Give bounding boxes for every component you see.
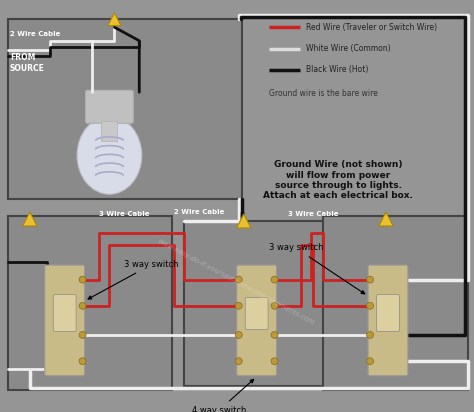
FancyBboxPatch shape — [368, 265, 408, 376]
Bar — [8, 19, 242, 199]
Text: 2 Wire Cable: 2 Wire Cable — [10, 31, 60, 37]
Circle shape — [366, 302, 374, 309]
FancyBboxPatch shape — [53, 295, 76, 332]
Text: 4 way switch: 4 way switch — [192, 379, 254, 412]
Polygon shape — [108, 13, 121, 26]
FancyBboxPatch shape — [85, 90, 133, 123]
Bar — [184, 221, 328, 386]
Circle shape — [79, 276, 86, 283]
Bar — [323, 215, 467, 390]
Circle shape — [235, 332, 242, 338]
Text: 3 Wire Cable: 3 Wire Cable — [289, 211, 339, 217]
Circle shape — [271, 302, 278, 309]
Text: 3 way switch: 3 way switch — [88, 260, 179, 299]
Text: 3 way switch: 3 way switch — [269, 243, 365, 294]
Circle shape — [271, 332, 278, 338]
Text: Red Wire (Traveler or Switch Wire): Red Wire (Traveler or Switch Wire) — [306, 23, 438, 32]
FancyBboxPatch shape — [376, 295, 400, 332]
Text: 3 Wire Cable: 3 Wire Cable — [100, 211, 150, 217]
Text: 2 Wire Cable: 2 Wire Cable — [174, 208, 225, 215]
FancyBboxPatch shape — [45, 265, 84, 376]
Text: www.easy-do-it-yourself-home-improvements.com: www.easy-do-it-yourself-home-improvement… — [156, 237, 315, 326]
Circle shape — [235, 276, 242, 283]
FancyBboxPatch shape — [245, 297, 268, 330]
Circle shape — [366, 358, 374, 365]
Circle shape — [79, 332, 86, 338]
Circle shape — [235, 302, 242, 309]
Text: Ground Wire (not shown)
will flow from power
source through to lights.
Attach at: Ground Wire (not shown) will flow from p… — [263, 160, 413, 200]
Circle shape — [366, 276, 374, 283]
Circle shape — [79, 358, 86, 365]
Text: Black Wire (Hot): Black Wire (Hot) — [306, 66, 369, 75]
Text: FROM
SOURCE: FROM SOURCE — [10, 54, 45, 73]
Polygon shape — [237, 214, 251, 228]
Circle shape — [235, 358, 242, 365]
Polygon shape — [23, 212, 37, 226]
Bar — [101, 122, 118, 141]
FancyBboxPatch shape — [237, 265, 276, 376]
Circle shape — [366, 332, 374, 338]
Circle shape — [271, 358, 278, 365]
Circle shape — [79, 302, 86, 309]
Text: White Wire (Common): White Wire (Common) — [306, 44, 391, 53]
Text: Ground wire is the bare wire: Ground wire is the bare wire — [269, 89, 377, 98]
Polygon shape — [379, 212, 393, 226]
Bar — [8, 215, 172, 390]
Circle shape — [271, 276, 278, 283]
Ellipse shape — [77, 117, 142, 194]
